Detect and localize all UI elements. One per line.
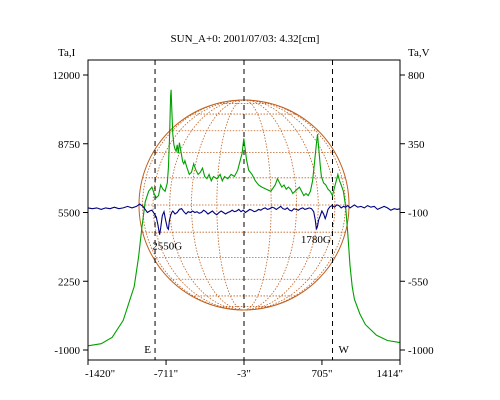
limb-marker-label: E xyxy=(144,344,151,356)
right-tick-label: -550 xyxy=(408,276,429,288)
x-tick-label: -3" xyxy=(237,368,251,380)
left-tick-label: 5500 xyxy=(58,208,81,220)
longitude-line xyxy=(216,99,272,311)
left-tick-label: 2250 xyxy=(58,276,81,288)
right-tick-label: -100 xyxy=(408,208,429,220)
x-tick-label: -711" xyxy=(154,368,178,380)
annotation-label: 2550G xyxy=(152,241,182,253)
series-lines xyxy=(87,89,401,347)
x-tick-label: 1414" xyxy=(377,368,404,380)
chart-title: SUN_A+0: 2001/07/03: 4.32[cm] xyxy=(171,33,320,45)
right-tick-label: 350 xyxy=(408,139,425,151)
left-tick-label: -1000 xyxy=(54,345,80,357)
annotation-label: 1780G xyxy=(301,234,331,246)
polarization-series-line xyxy=(87,203,401,235)
left-axis-ticks: -1000 2250 5500 8750 12000 xyxy=(53,70,88,357)
x-tick-label: 705" xyxy=(311,368,332,380)
left-tick-label: 8750 xyxy=(58,139,81,151)
right-axis-ticks: -1000 -550 -100 350 800 xyxy=(400,70,434,357)
x-tick-label: -1420" xyxy=(85,368,115,380)
left-tick-label: 12000 xyxy=(53,70,81,82)
intensity-series-line xyxy=(87,89,401,347)
right-tick-label: 800 xyxy=(408,70,425,82)
longitude-line xyxy=(152,99,336,311)
right-tick-label: -1000 xyxy=(408,345,434,357)
annotations: 2550G 1780G xyxy=(152,234,331,252)
x-axis-ticks: -1420" -711" -3" 705" 1414" xyxy=(85,360,403,380)
right-axis-label: Ta,V xyxy=(408,47,430,59)
limb-marker-label: W xyxy=(339,344,350,356)
left-axis-label: Ta,I xyxy=(58,47,76,59)
